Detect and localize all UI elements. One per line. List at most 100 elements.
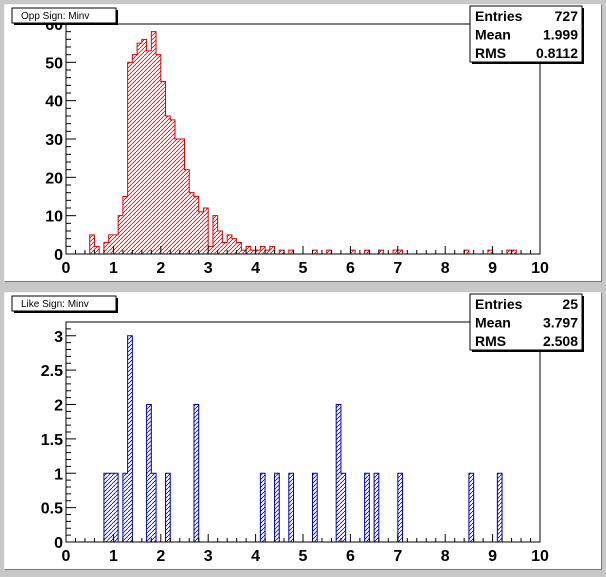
bin-bar: [170, 119, 176, 254]
bin-bar: [236, 242, 242, 254]
x-tick-label: 2: [156, 260, 165, 277]
bin-bar: [217, 231, 223, 254]
title-box-frame: [11, 295, 117, 312]
bin-bar: [374, 473, 379, 542]
bin-bar: [193, 404, 199, 542]
y-tick-label: 3: [54, 329, 63, 346]
bin-bar: [189, 192, 194, 254]
x-tick-label: 5: [299, 260, 308, 277]
bins: [103, 335, 503, 542]
bin-bar: [511, 250, 517, 254]
title-text: Like Sign: Minv: [21, 299, 89, 310]
bin-bar: [141, 39, 147, 255]
stats-entries-value: 25: [562, 296, 578, 312]
bin-bar: [127, 62, 133, 255]
bin-bar: [364, 473, 370, 542]
x-axis: 0 1 2 3 4 5 6 7 8 9 10: [62, 534, 549, 565]
stats-mean-value: 1.999: [543, 27, 578, 43]
y-tick-label: 40: [45, 94, 63, 111]
x-tick-label: 7: [393, 548, 402, 565]
bin-bar: [165, 473, 171, 542]
bin-bar: [326, 250, 332, 254]
y-tick-label: 2: [54, 398, 63, 415]
x-tick-label: 6: [346, 260, 355, 277]
x-tick-label: 10: [531, 548, 549, 565]
bin-bar: [165, 116, 171, 254]
bin-bar: [397, 250, 403, 254]
y-tick-label: 2.5: [41, 363, 63, 380]
stats-rms-value: 0.8112: [536, 45, 578, 61]
bin-bar: [260, 246, 266, 254]
x-tick-label: 7: [393, 260, 402, 277]
bin-bar: [146, 404, 152, 542]
bin-bar: [94, 246, 100, 254]
bin-bar: [184, 169, 190, 254]
x-tick-label: 2: [156, 548, 165, 565]
stats-entries-label: Entries: [475, 8, 523, 24]
bin-bar: [208, 246, 213, 254]
x-tick-label: 6: [346, 548, 355, 565]
bin-bar: [127, 335, 133, 542]
y-tick-label: 30: [45, 132, 63, 149]
x-tick-label: 5: [299, 548, 308, 565]
bin-bar: [156, 54, 161, 254]
bin-bar: [222, 242, 228, 254]
stats-mean-label: Mean: [475, 315, 511, 331]
x-tick-label: 3: [204, 548, 213, 565]
x-tick-label: 9: [488, 260, 497, 277]
stats-rms-label: RMS: [475, 333, 506, 349]
stats-box: Entries 727 Mean 1.999 RMS 0.8112: [469, 5, 584, 64]
bin-bar: [340, 473, 346, 542]
x-tick-label: 4: [251, 260, 260, 277]
bottom-histogram: 0 1 2 3 4 5 6 7 8 9 10 0 0.5 1 1.5 2 2.5 3 Like Sign: Minv…: [11, 293, 584, 565]
bin-bar: [468, 473, 474, 542]
bin-bar: [108, 234, 114, 254]
bin-bar: [212, 215, 218, 254]
bin-bar: [364, 250, 370, 254]
bin-bar: [113, 473, 119, 542]
stats-entries-label: Entries: [475, 296, 523, 312]
x-tick-label: 1: [109, 260, 118, 277]
y-tick-label: 0: [54, 535, 63, 552]
x-tick-label: 1: [109, 548, 118, 565]
bin-bar: [103, 242, 109, 254]
title-box: Opp Sign: Minv: [11, 7, 118, 25]
bin-bar: [151, 31, 157, 254]
bin-bar: [146, 50, 152, 255]
x-tick-label: 0: [62, 260, 71, 277]
histogram-outline: [103, 335, 503, 542]
bin-bar: [203, 208, 209, 254]
bin-bar: [137, 43, 142, 254]
stats-rms-label: RMS: [475, 45, 506, 61]
x-tick-label: 8: [441, 548, 450, 565]
bin-bar: [122, 473, 128, 542]
bin-bar: [108, 473, 114, 542]
title-text: Opp Sign: Minv: [21, 11, 89, 22]
bin-bar: [89, 234, 95, 254]
stats-mean-value: 3.797: [543, 315, 578, 331]
bin-bar: [312, 473, 318, 542]
bin-bar: [350, 250, 356, 254]
title-box: Like Sign: Minv: [11, 295, 118, 313]
bin-bar: [393, 250, 398, 254]
y-tick-label: 1: [54, 466, 63, 483]
x-axis: 0 1 2 3 4 5 6 7 8 9 10: [62, 246, 549, 277]
bin-bar: [151, 473, 157, 542]
bin-bar: [175, 139, 180, 254]
bin-bar: [265, 250, 270, 254]
bin-bar: [160, 81, 166, 254]
y-tick-label: 10: [45, 209, 63, 226]
bin-bar: [378, 250, 384, 254]
bin-bar: [506, 250, 512, 254]
bin-bar: [132, 54, 138, 254]
bin-bar: [118, 215, 123, 254]
bin-bar: [122, 196, 128, 254]
bin-bar: [464, 250, 469, 254]
bin-bar: [103, 473, 109, 542]
bin-bar: [279, 250, 285, 254]
stats-mean-label: Mean: [475, 27, 511, 43]
